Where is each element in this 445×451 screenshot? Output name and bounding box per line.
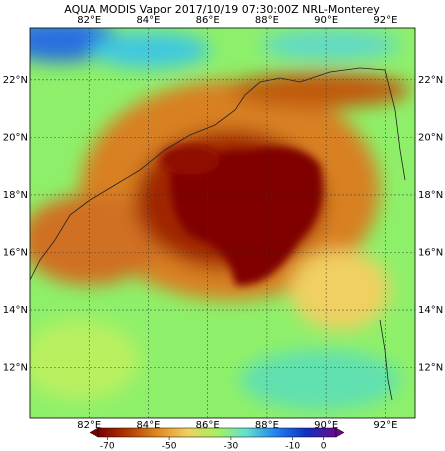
colorbar [97, 427, 337, 438]
colorbar-tick-label: 0 [321, 442, 327, 451]
lat-label-right: 22°N [418, 75, 443, 86]
lat-label-left: 16°N [3, 248, 28, 259]
lat-label-right: 12°N [418, 363, 443, 374]
lon-label-top: 88°E [255, 15, 279, 26]
lon-label-top: 90°E [314, 15, 338, 26]
colorbar-arrow-left [89, 427, 99, 438]
lon-label-top: 86°E [196, 15, 220, 26]
lon-label-top: 82°E [77, 15, 101, 26]
lat-label-left: 18°N [3, 190, 28, 201]
colorbar-tick-label: -10 [285, 442, 300, 451]
lon-label-bottom: 90°E [314, 420, 338, 431]
lat-label-right: 20°N [418, 132, 443, 143]
lat-label-left: 22°N [3, 75, 28, 86]
colorbar-tick-label: -70 [100, 442, 115, 451]
title: AQUA MODIS Vapor 2017/10/19 07:30:00Z NR… [64, 3, 380, 16]
lon-label-bottom: 82°E [77, 420, 101, 431]
lat-label-left: 12°N [3, 363, 28, 374]
satellite-image [30, 28, 415, 418]
lat-label-right: 14°N [418, 305, 443, 316]
colorbar-tick-label: -30 [224, 442, 239, 451]
lon-label-bottom: 88°E [255, 420, 279, 431]
lon-label-bottom: 86°E [196, 420, 220, 431]
lat-label-left: 14°N [3, 305, 28, 316]
map-frame [29, 27, 416, 419]
lon-label-bottom: 84°E [136, 420, 160, 431]
colorbar-tick-label: -50 [162, 442, 177, 451]
lon-label-bottom: 92°E [373, 420, 397, 431]
lat-label-left: 20°N [3, 132, 28, 143]
lat-label-right: 18°N [418, 190, 443, 201]
lat-label-right: 16°N [418, 248, 443, 259]
colorbar-arrow-right [335, 427, 345, 438]
lon-label-top: 84°E [136, 15, 160, 26]
lon-label-top: 92°E [373, 15, 397, 26]
